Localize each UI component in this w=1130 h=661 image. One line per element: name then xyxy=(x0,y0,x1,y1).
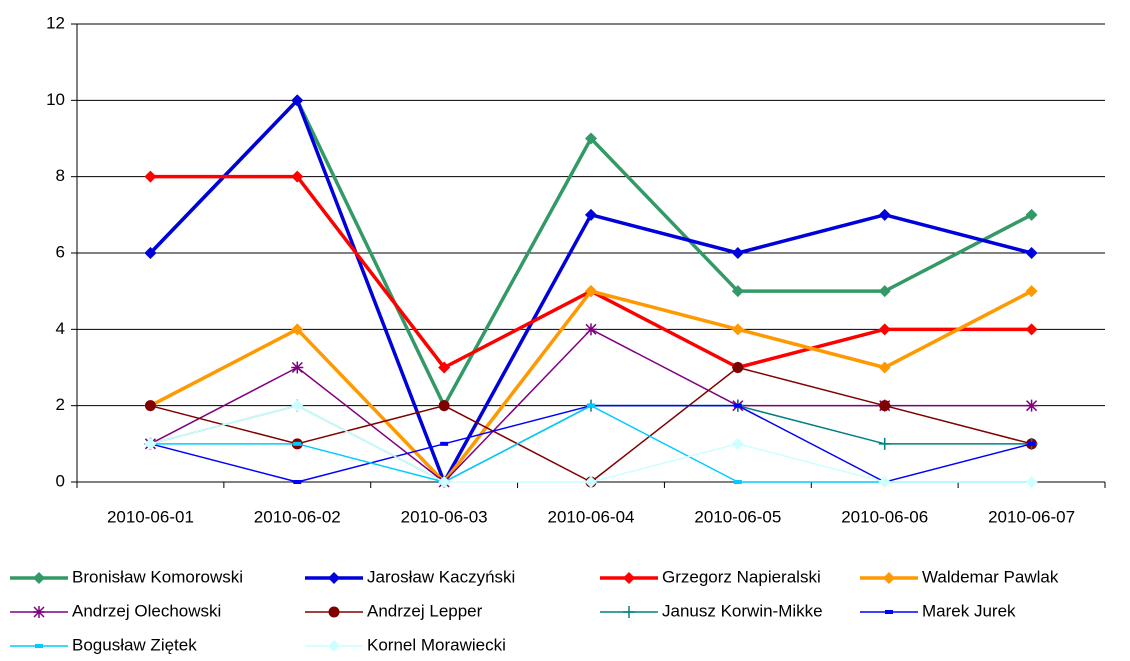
x-tick-label: 2010-06-05 xyxy=(694,507,781,526)
y-tick-label: 6 xyxy=(56,242,65,261)
data-point xyxy=(291,94,304,107)
data-point xyxy=(144,437,157,450)
data-point xyxy=(878,361,891,374)
data-point xyxy=(733,480,742,484)
data-point xyxy=(293,441,302,446)
legend-label: Bronisław Komorowski xyxy=(72,567,243,586)
data-point xyxy=(291,323,304,336)
data-point xyxy=(293,480,302,484)
data-point xyxy=(878,208,891,221)
data-point xyxy=(878,323,891,336)
data-point xyxy=(878,476,891,488)
legend-marker xyxy=(328,572,340,584)
legend-marker xyxy=(623,572,635,584)
data-point xyxy=(144,247,157,259)
x-tick-label: 2010-06-04 xyxy=(548,507,635,526)
data-point xyxy=(438,400,450,412)
legend-label: Janusz Korwin-Mikke xyxy=(662,601,823,620)
data-point xyxy=(440,441,449,446)
data-point xyxy=(438,361,451,374)
data-point xyxy=(144,170,157,183)
data-point xyxy=(291,399,304,412)
y-tick-label: 10 xyxy=(46,90,65,109)
legend-marker xyxy=(33,606,45,618)
data-point xyxy=(878,437,891,450)
y-tick-label: 4 xyxy=(56,319,65,338)
data-point xyxy=(733,403,742,408)
legend-marker xyxy=(885,610,893,614)
data-point xyxy=(731,285,744,298)
y-tick-label: 0 xyxy=(56,471,65,490)
data-point xyxy=(585,285,597,298)
data-point xyxy=(1025,323,1038,336)
data-point xyxy=(732,362,744,373)
legend-marker xyxy=(328,640,340,652)
data-point xyxy=(585,476,597,488)
y-tick-label: 2 xyxy=(56,395,65,414)
x-tick-label: 2010-06-01 xyxy=(107,507,194,526)
data-point xyxy=(879,400,891,412)
legend-marker xyxy=(883,572,895,584)
data-point xyxy=(585,132,597,145)
data-point xyxy=(1027,441,1036,446)
data-point xyxy=(731,323,744,336)
data-point xyxy=(731,247,744,259)
data-point xyxy=(1025,476,1038,488)
data-point xyxy=(291,361,304,374)
x-tick-label: 2010-06-07 xyxy=(988,507,1075,526)
data-point xyxy=(878,285,891,298)
legend-label: Jarosław Kaczyński xyxy=(367,567,515,586)
y-tick-label: 8 xyxy=(56,166,65,185)
data-point xyxy=(585,323,597,336)
y-tick-label: 12 xyxy=(46,13,65,32)
data-point xyxy=(144,400,156,412)
data-point xyxy=(438,476,451,488)
legend-label: Marek Jurek xyxy=(922,601,1016,620)
legend-marker xyxy=(33,572,45,584)
legend-label: Grzegorz Napieralski xyxy=(662,567,821,586)
data-point xyxy=(731,437,744,450)
legend-marker xyxy=(35,644,43,648)
x-tick-label: 2010-06-02 xyxy=(254,507,341,526)
data-point xyxy=(1025,208,1038,221)
legend-marker xyxy=(623,606,635,618)
data-point xyxy=(587,403,595,408)
legend-marker xyxy=(328,606,340,618)
data-point xyxy=(585,208,597,221)
data-point xyxy=(291,170,304,183)
legend-label: Andrzej Lepper xyxy=(367,601,483,620)
legend-label: Waldemar Pawlak xyxy=(922,567,1059,586)
legend-label: Andrzej Olechowski xyxy=(72,601,221,620)
legend-label: Kornel Morawiecki xyxy=(367,635,506,654)
data-point xyxy=(1025,399,1038,412)
x-tick-label: 2010-06-03 xyxy=(401,507,488,526)
series-line xyxy=(150,366,1032,483)
data-point xyxy=(1025,247,1038,259)
legend-label: Bogusław Ziętek xyxy=(72,635,197,654)
x-tick-label: 2010-06-06 xyxy=(841,507,928,526)
data-point xyxy=(1025,285,1038,298)
series-line xyxy=(149,289,1033,484)
